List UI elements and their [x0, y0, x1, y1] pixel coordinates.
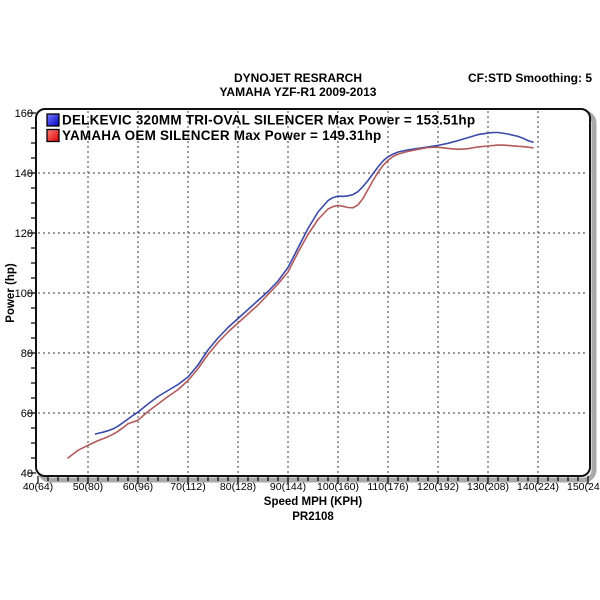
y-tick-label-80: 80 [21, 348, 33, 360]
chart-legend: DELKEVIC 320MM TRI-OVAL SILENCER Max Pow… [46, 113, 475, 143]
run-id-label: PR2108 [292, 511, 334, 523]
axis-ticks [28, 112, 589, 484]
x-tick-label-60: 60(96) [123, 481, 153, 493]
legend-item-1: YAMAHA OEM SILENCER Max Power = 149.31hp [46, 128, 381, 143]
legend-swatch-icon [46, 113, 60, 127]
legend-item-0: DELKEVIC 320MM TRI-OVAL SILENCER Max Pow… [46, 113, 475, 128]
gridlines [38, 111, 588, 474]
y-tick-label-100: 100 [15, 288, 33, 300]
power-curves [67, 131, 534, 459]
smoothing-status: CF:STD Smoothing: 5 [468, 71, 592, 85]
chart-title: DYNOJET RESRARCH [234, 71, 362, 85]
curve-delkevic-320mm-tri-oval-silencer [94, 131, 534, 435]
x-tick-label-70: 70(112) [170, 481, 205, 493]
x-tick-label-140: 140(224) [517, 481, 559, 493]
x-tick-label-130: 130(208) [467, 481, 509, 493]
x-tick-label-40: 40(64) [23, 481, 53, 493]
x-tick-label-50: 50(80) [73, 481, 103, 493]
y-tick-label-60: 60 [21, 408, 33, 420]
y-tick-label-40: 40 [21, 468, 33, 480]
curve-yamaha-oem-silencer [67, 144, 534, 459]
y-tick-label-160: 160 [15, 108, 33, 120]
x-tick-label-100: 100(160) [317, 481, 359, 493]
x-tick-label-80: 80(128) [220, 481, 256, 493]
axis-tick-labels: 40(64) 50(80) 60(96) 70(112) 80(128) 90(144) 1… [15, 108, 600, 493]
x-tick-label-150: 150(240) [567, 481, 600, 493]
x-tick-label-90: 90(144) [270, 481, 306, 493]
y-tick-label-140: 140 [15, 168, 33, 180]
x-tick-label-110: 110(176) [367, 481, 408, 493]
y-axis-title: Power (hp) [5, 263, 17, 323]
y-tick-label-120: 120 [15, 228, 33, 240]
chart-subtitle: YAMAHA YZF-R1 2009-2013 [220, 85, 377, 99]
legend-label-1: YAMAHA OEM SILENCER Max Power = 149.31hp [62, 128, 381, 143]
x-tick-label-120: 120(192) [417, 481, 459, 493]
legend-label-0: DELKEVIC 320MM TRI-OVAL SILENCER Max Pow… [62, 113, 475, 128]
legend-swatch-icon [46, 128, 60, 143]
x-axis-title: Speed MPH (KPH) [264, 496, 363, 508]
